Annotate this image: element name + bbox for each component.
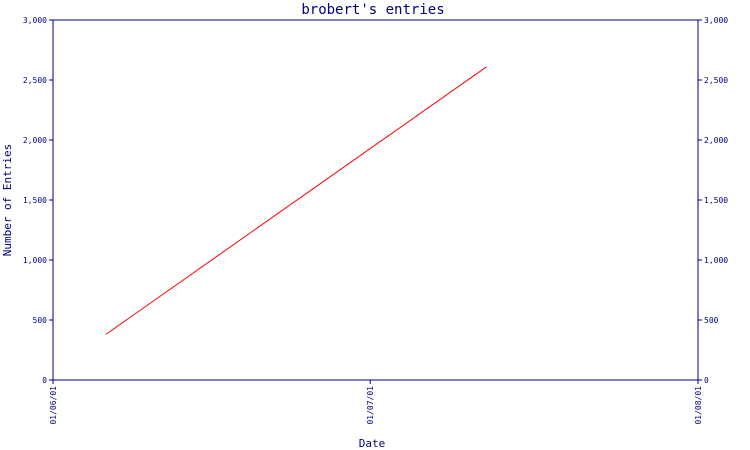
x-tick-label: 01/08/01 bbox=[694, 386, 703, 425]
chart-title: brobert's entries bbox=[301, 2, 444, 18]
y-axis-left: 0 500 1,000 1,500 2,000 2,500 3,000 bbox=[23, 16, 53, 385]
x-tick-label: 01/06/01 bbox=[49, 386, 58, 425]
y-axis-label: Number of Entries bbox=[1, 144, 14, 257]
series-layer bbox=[105, 66, 487, 335]
x-axis: 01/06/01 01/07/01 01/08/01 bbox=[49, 380, 703, 425]
y-tick-label-left: 1,000 bbox=[23, 256, 47, 265]
y-tick-label-left: 2,000 bbox=[23, 136, 47, 145]
y-tick-label-left: 2,500 bbox=[23, 76, 47, 85]
y-tick-label-left: 1,500 bbox=[23, 196, 47, 205]
y-tick-label-right: 2,000 bbox=[704, 136, 728, 145]
y-tick-label-right: 3,000 bbox=[704, 16, 728, 25]
x-tick-label: 01/07/01 bbox=[366, 386, 375, 425]
y-tick-label-left: 500 bbox=[33, 316, 48, 325]
y-tick-label-left: 0 bbox=[42, 376, 47, 385]
y-tick-label-right: 0 bbox=[704, 376, 709, 385]
y-tick-label-right: 500 bbox=[704, 316, 719, 325]
y-tick-label-right: 1,500 bbox=[704, 196, 728, 205]
y-tick-label-left: 3,000 bbox=[23, 16, 47, 25]
y-tick-label-right: 1,000 bbox=[704, 256, 728, 265]
series-line bbox=[105, 66, 487, 335]
y-axis-right: 0 500 1,000 1,500 2,000 2,500 3,000 bbox=[698, 16, 728, 385]
plot-area-frame bbox=[52, 19, 699, 381]
x-axis-label: Date bbox=[359, 437, 386, 450]
y-tick-label-right: 2,500 bbox=[704, 76, 728, 85]
